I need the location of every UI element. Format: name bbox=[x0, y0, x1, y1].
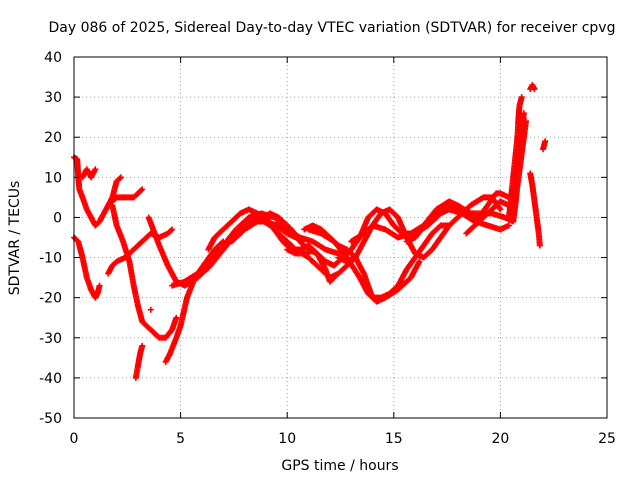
y-tick-label: 30 bbox=[44, 90, 62, 106]
data-markers bbox=[71, 82, 549, 381]
data-point bbox=[92, 166, 99, 173]
series-s2 bbox=[79, 166, 99, 181]
data-point bbox=[505, 222, 512, 229]
series-s27 bbox=[527, 170, 543, 249]
data-point bbox=[542, 138, 549, 145]
series-s26 bbox=[527, 82, 538, 93]
y-tick-label: 20 bbox=[44, 130, 62, 146]
data-point bbox=[96, 282, 103, 289]
x-tick-label: 5 bbox=[176, 431, 185, 447]
x-tick-label: 0 bbox=[70, 431, 79, 447]
y-tick-label: -40 bbox=[39, 371, 62, 387]
series-s28 bbox=[540, 138, 549, 153]
y-tick-label: -50 bbox=[39, 411, 62, 427]
data-point bbox=[536, 242, 543, 249]
series-s8 bbox=[132, 342, 146, 381]
series-s15 bbox=[228, 210, 338, 285]
series-s1 bbox=[71, 154, 124, 229]
data-point bbox=[531, 86, 538, 93]
data-point bbox=[147, 306, 154, 313]
series-s10 bbox=[145, 214, 299, 289]
data-point bbox=[116, 175, 123, 182]
y-tick-label: 40 bbox=[44, 50, 62, 66]
series-s25 bbox=[508, 110, 527, 213]
data-point bbox=[220, 238, 227, 245]
data-point bbox=[139, 186, 146, 193]
data-point bbox=[416, 258, 423, 265]
data-point bbox=[173, 314, 180, 321]
series-s22 bbox=[463, 198, 512, 237]
y-tick-label: 10 bbox=[44, 170, 62, 186]
y-tick-label: -10 bbox=[39, 251, 62, 267]
data-point bbox=[169, 226, 176, 233]
y-tick-label: 0 bbox=[53, 210, 62, 226]
x-axis-label: GPS time / hours bbox=[281, 458, 398, 474]
series-s7 bbox=[147, 306, 154, 313]
series-s3 bbox=[71, 234, 103, 301]
x-tick-label: 20 bbox=[491, 431, 509, 447]
chart-title: Day 086 of 2025, Sidereal Day-to-day VTE… bbox=[49, 20, 616, 36]
data-point bbox=[139, 342, 146, 349]
y-tick-label: -30 bbox=[39, 331, 62, 347]
x-tick-label: 15 bbox=[385, 431, 403, 447]
data-point bbox=[331, 274, 338, 281]
data-point bbox=[117, 174, 124, 181]
data-point bbox=[518, 94, 525, 101]
series-s9 bbox=[162, 230, 237, 365]
data-point bbox=[138, 187, 145, 194]
data-point bbox=[520, 110, 527, 117]
plot-frame bbox=[73, 56, 608, 419]
x-tick-label: 10 bbox=[278, 431, 296, 447]
series-s12 bbox=[181, 238, 227, 285]
series-s6 bbox=[109, 202, 180, 341]
data-point bbox=[219, 239, 226, 246]
x-tick-label: 25 bbox=[598, 431, 616, 447]
data-point bbox=[330, 275, 337, 282]
series-s16 bbox=[284, 246, 312, 257]
data-point bbox=[168, 227, 175, 234]
series-s5 bbox=[109, 186, 146, 205]
series-s18 bbox=[305, 226, 423, 305]
axis-ticks: 0 5 10 15 20 25 -50 -40 -30 -20 -10 0 10 20 30 40 bbox=[39, 50, 616, 447]
y-tick-label: -20 bbox=[39, 291, 62, 307]
data-point bbox=[305, 250, 312, 257]
y-axis-label: SDTVAR / TECUs bbox=[7, 181, 23, 296]
data-point bbox=[497, 206, 504, 213]
